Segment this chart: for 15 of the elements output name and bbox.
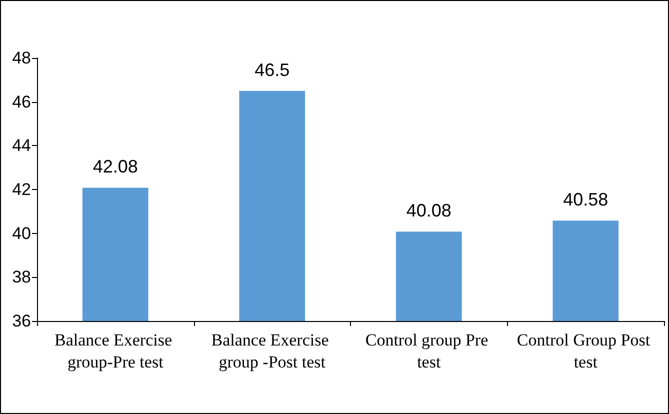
y-tick-label: 44 xyxy=(12,136,31,156)
y-tick-label: 42 xyxy=(12,180,31,199)
y-tick-label: 36 xyxy=(12,312,31,330)
data-label: 46.5 xyxy=(254,60,290,80)
data-label: 40.08 xyxy=(406,200,452,221)
y-tick-label: 48 xyxy=(12,48,31,68)
y-tick-label: 38 xyxy=(12,268,31,287)
y-tick-label: 46 xyxy=(12,92,31,112)
y-tick-label: 40 xyxy=(12,224,31,243)
data-label: 40.58 xyxy=(563,190,608,210)
x-tick-label: Control Group Post test xyxy=(516,330,654,372)
x-tick-label: Balance Exercise group-Pre test xyxy=(54,330,176,372)
x-tick-label: Control group Pre test xyxy=(365,330,492,372)
data-label: 42.08 xyxy=(92,156,138,177)
x-tick-label: Balance Exercise group -Post test xyxy=(211,330,334,372)
